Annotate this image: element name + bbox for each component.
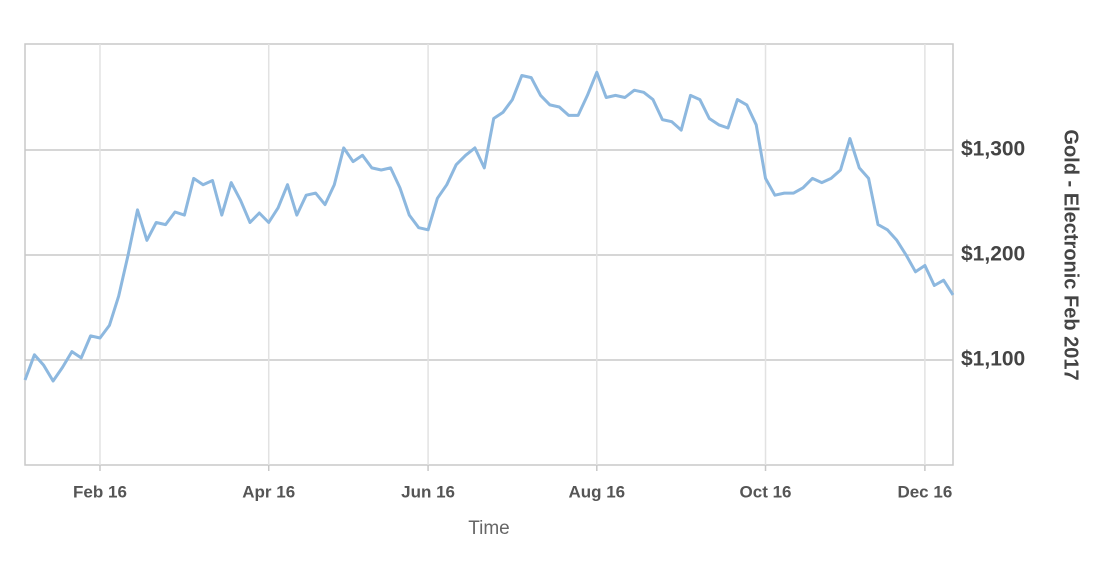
- x-axis-label: Time: [468, 518, 510, 539]
- x-tick-label: Oct 16: [740, 482, 792, 501]
- y-tick-label: $1,200: [961, 243, 1025, 266]
- y-tick-label: $1,300: [961, 138, 1025, 161]
- x-tick-label: Jun 16: [401, 482, 455, 501]
- y-tick-label: $1,100: [961, 348, 1025, 371]
- y-axis-label: Gold - Electronic Feb 2017: [1060, 129, 1082, 380]
- x-tick-label: Dec 16: [897, 482, 952, 501]
- x-tick-label: Feb 16: [73, 482, 127, 501]
- x-tick-label: Aug 16: [568, 482, 625, 501]
- x-tick-label: Apr 16: [242, 482, 295, 501]
- price-line: [23, 70, 955, 383]
